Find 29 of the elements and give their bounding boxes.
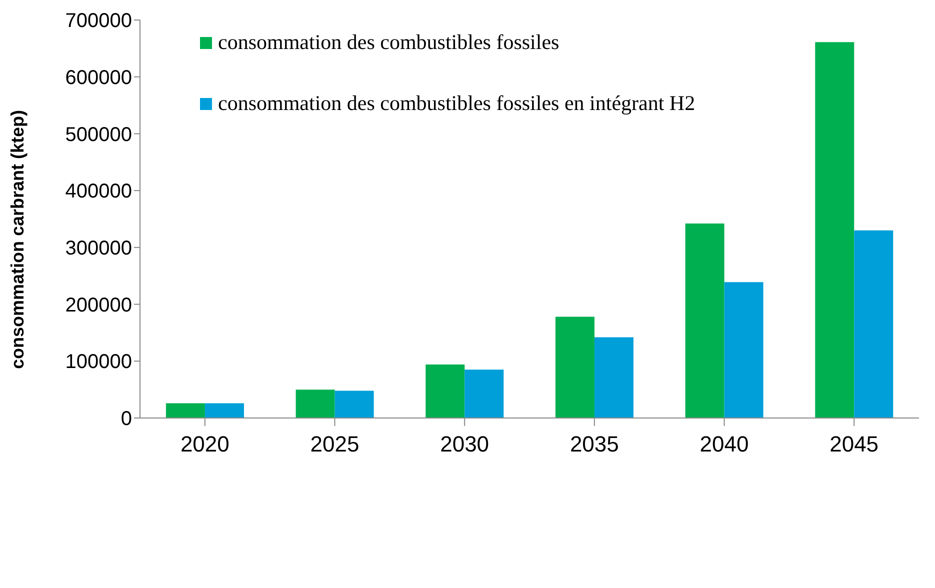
- bar: [594, 337, 634, 418]
- bar: [426, 364, 465, 418]
- x-tick-label: 2040: [700, 432, 749, 457]
- bar: [815, 42, 854, 418]
- legend-label: consommation des combustibles fossiles: [218, 30, 560, 55]
- y-tick-label: 200000: [65, 294, 132, 316]
- bar: [685, 224, 724, 418]
- y-tick-label: 400000: [65, 180, 132, 203]
- y-tick-label: 600000: [65, 66, 132, 89]
- bar: [204, 403, 244, 418]
- y-tick-label: 300000: [65, 238, 132, 260]
- bar: [464, 370, 504, 418]
- y-tick-label: 100000: [65, 351, 132, 374]
- bar: [555, 316, 594, 418]
- x-tick-label: 2035: [570, 432, 619, 457]
- bar: [854, 230, 894, 418]
- x-tick-label: 2025: [310, 432, 360, 457]
- bar: [296, 390, 335, 418]
- y-axis-title: consommation carbrant (ktep): [7, 110, 28, 369]
- x-tick-label: 2030: [440, 432, 490, 457]
- x-tick-label: 2020: [180, 432, 230, 457]
- bar: [166, 403, 205, 418]
- y-tick-label: 500000: [65, 124, 132, 146]
- bar: [334, 390, 374, 418]
- y-tick-label: 0: [120, 408, 132, 430]
- legend-label: consommation des combustibles fossiles en intégrant H2: [218, 91, 696, 116]
- bar: [724, 282, 764, 418]
- x-tick-label: 2045: [830, 432, 879, 457]
- y-tick-label: 700000: [65, 10, 132, 32]
